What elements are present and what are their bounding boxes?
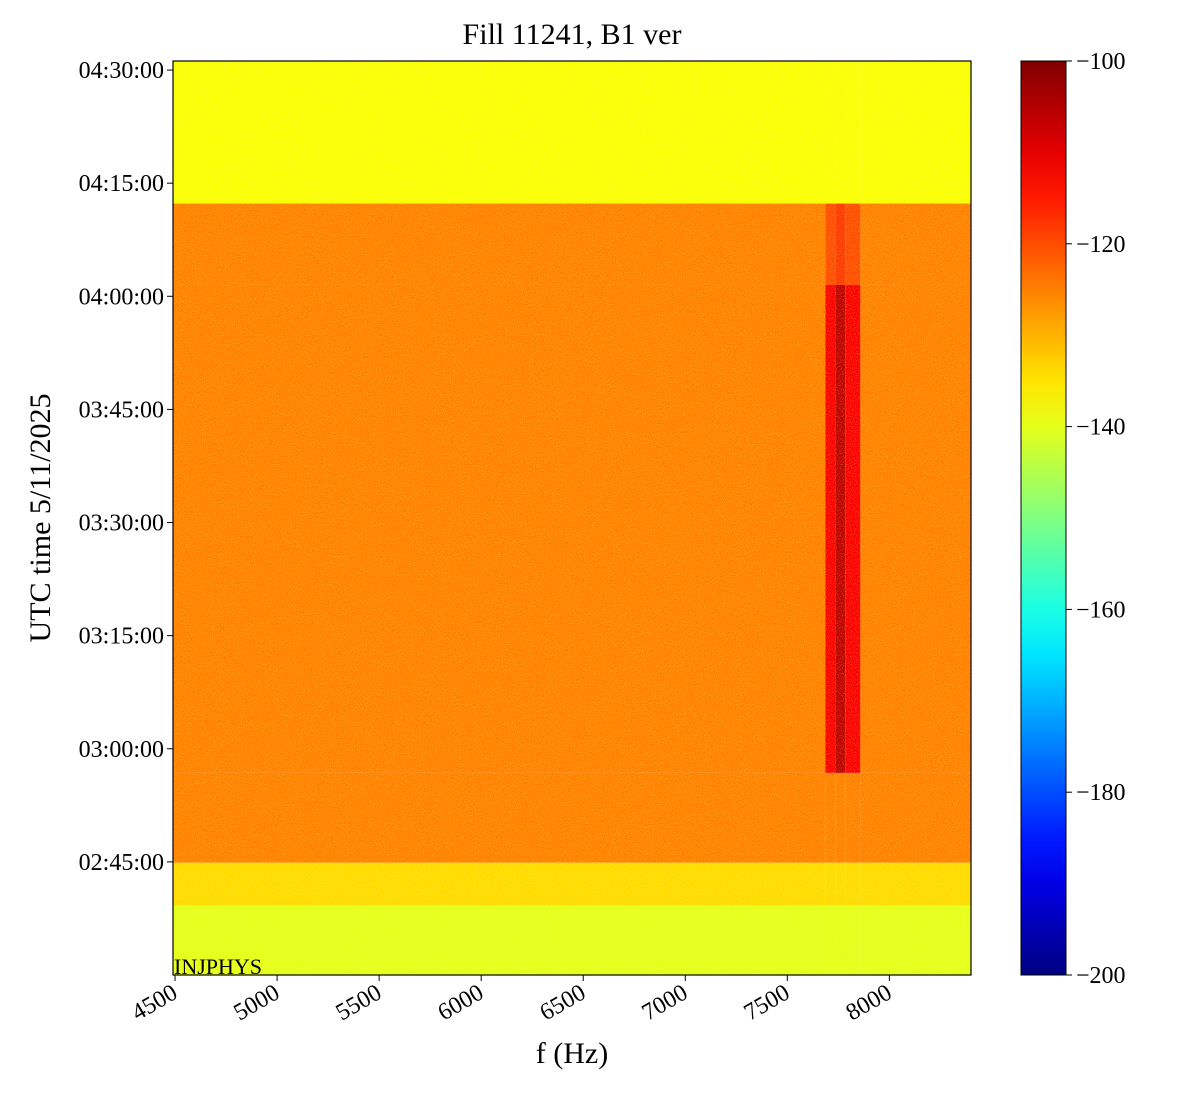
y-tick-label: 03:15:00 [79, 624, 164, 650]
texture [173, 61, 971, 975]
x-tick-label: 5500 [332, 980, 387, 1027]
plot-frame [172, 60, 972, 976]
y-axis-label: UTC time 5/11/2025 [24, 394, 57, 643]
y-tick-label: 04:15:00 [79, 171, 164, 197]
colorbar-tick-label: −160 [1076, 597, 1126, 623]
colorbar-tick-label: −180 [1076, 780, 1126, 806]
y-tick-label: 04:30:00 [79, 58, 164, 84]
colorbar-tick-label: −140 [1076, 415, 1126, 441]
colorbar-tick-label: −200 [1076, 963, 1126, 989]
x-axis-label: f (Hz) [536, 1037, 608, 1070]
x-tick-label: 6000 [434, 980, 489, 1027]
x-tick-label: 7500 [740, 980, 795, 1027]
y-tick-label: 02:45:00 [79, 850, 164, 876]
y-tick-label: 03:00:00 [79, 737, 164, 763]
y-tick-label: 03:30:00 [79, 511, 164, 537]
x-tick-label: 5000 [230, 980, 285, 1027]
x-tick-label: 8000 [842, 980, 897, 1027]
x-tick-label: 6500 [536, 980, 591, 1027]
y-tick-label: 03:45:00 [79, 397, 164, 423]
colorbar-tick-label: −100 [1076, 49, 1126, 75]
colorbar-tick-label: −120 [1076, 232, 1126, 258]
x-tick-label: 4500 [127, 980, 182, 1027]
annotation: INJPHYS [174, 954, 262, 979]
x-tick-label: 7000 [638, 980, 693, 1027]
colorbar [1020, 60, 1067, 976]
chart-title: Fill 11241, B1 ver [463, 18, 682, 51]
y-tick-label: 04:00:00 [79, 284, 164, 310]
